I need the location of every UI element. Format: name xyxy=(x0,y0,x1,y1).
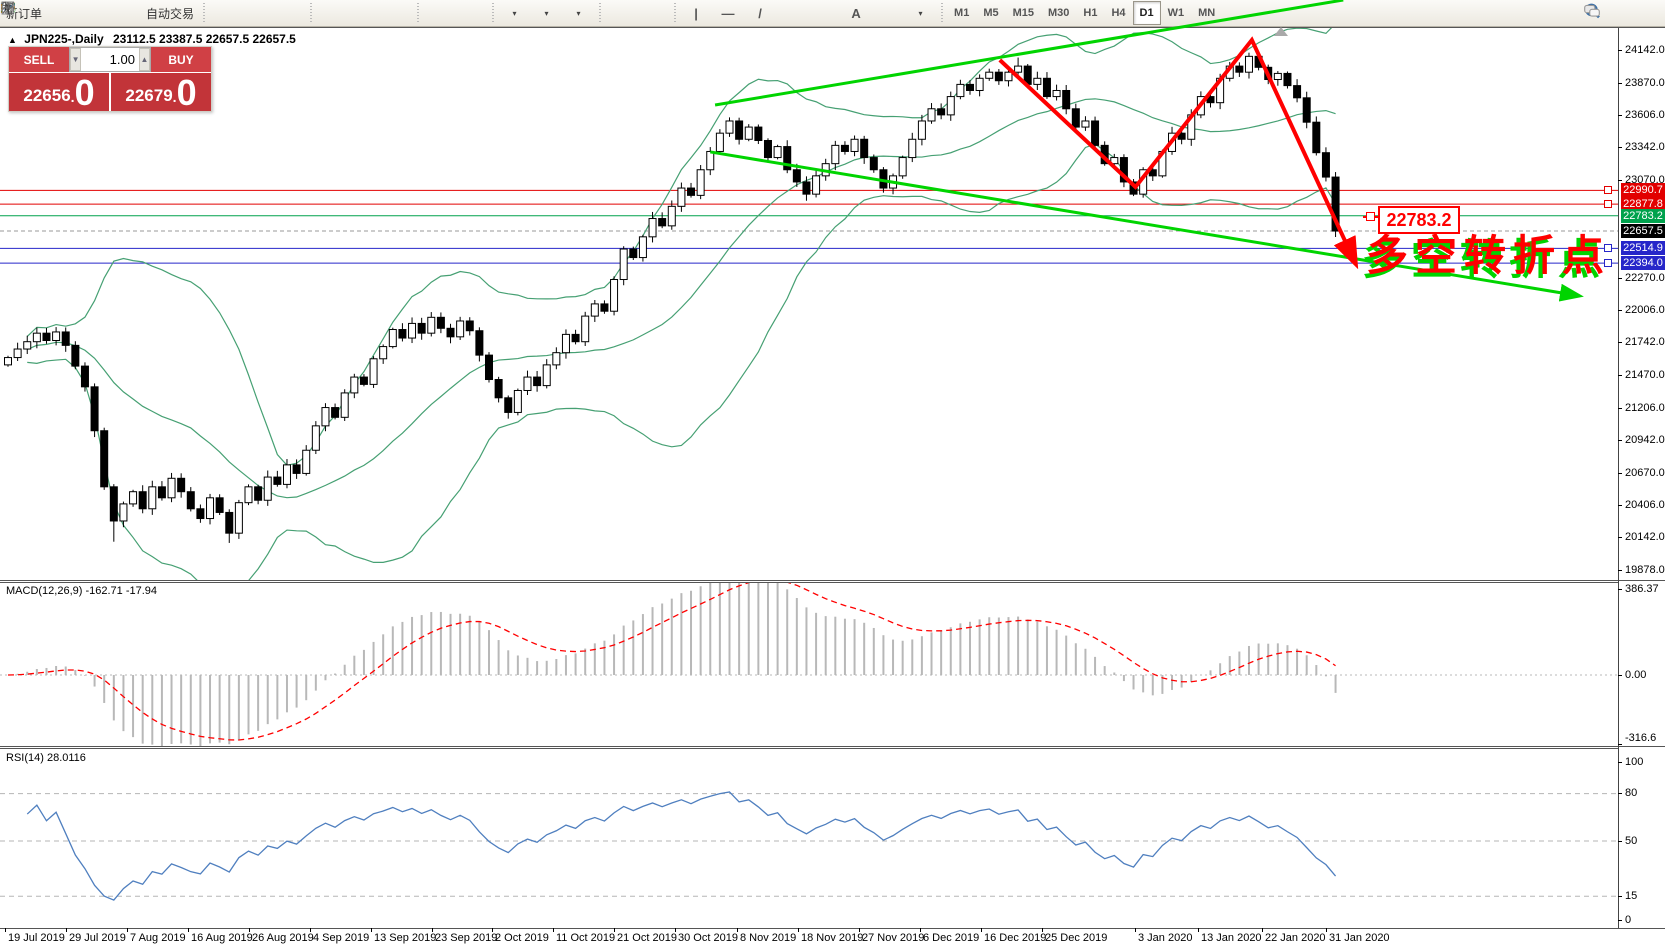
volume-stepper: ▼ ▲ xyxy=(69,47,151,72)
auto-trading-button-label: 自动交易 xyxy=(146,6,195,21)
shapes-icon xyxy=(1,1,15,14)
label-t-icon: T xyxy=(1,2,15,14)
toolbar-separator xyxy=(938,3,946,23)
timeframe-button-h4[interactable]: H4 xyxy=(1111,7,1126,19)
sell-price-display[interactable]: 22656 . 0 xyxy=(9,73,109,111)
volume-input[interactable] xyxy=(81,48,139,71)
timeframe-button-d1[interactable]: D1 xyxy=(1132,1,1161,25)
chart-symbol-header: ▲ JPN225-,Daily 23112.5 23387.5 22657.5 … xyxy=(8,32,296,46)
pane-borders xyxy=(0,27,1665,929)
toolbar-separator xyxy=(200,3,208,23)
timeframe-button-mn[interactable]: MN xyxy=(1198,7,1216,19)
svg-text:T: T xyxy=(6,4,12,14)
collapse-triangle-icon[interactable]: ▲ xyxy=(8,35,17,45)
crosshair-button[interactable] xyxy=(2,1,669,25)
macd-indicator xyxy=(0,583,1618,746)
text-button[interactable]: A xyxy=(840,1,872,25)
dropdown-caret-icon: ▾ xyxy=(918,8,923,18)
auto-trading-button[interactable]: 自动交易 xyxy=(1,1,198,25)
indicators-button[interactable]: ▾ xyxy=(0,1,530,25)
timeframe-button-h1[interactable]: H1 xyxy=(1083,7,1098,19)
dropdown-caret-icon: ▾ xyxy=(544,8,549,18)
rsi-indicator-label: RSI(14) 28.0116 xyxy=(6,752,86,764)
svg-text:E: E xyxy=(10,10,14,16)
vertical-line-button-icon: | xyxy=(694,5,698,21)
trendline-button-icon: / xyxy=(758,5,762,21)
one-click-trade-panel: SELL ▼ ▲ BUY 22656 . 0 22679 . 0 xyxy=(8,46,212,112)
dropdown-caret-icon: ▾ xyxy=(512,8,517,18)
fibonacci-button[interactable]: F xyxy=(2,1,840,25)
macd-indicator-label: MACD(12,26,9) -162.71 -17.94 xyxy=(6,585,158,597)
rsi-indicator xyxy=(0,791,1618,901)
line-chart-button[interactable] xyxy=(0,1,305,25)
trendline-button[interactable]: / xyxy=(744,1,776,25)
timeframe-button-m30[interactable]: M30 xyxy=(1048,7,1070,19)
buy-price-display[interactable]: 22679 . 0 xyxy=(111,73,211,111)
chat-button[interactable] xyxy=(1584,2,1657,26)
sell-button[interactable]: SELL xyxy=(9,47,69,72)
channel-button[interactable]: E xyxy=(1,1,808,25)
chart-end-marker-icon xyxy=(1274,27,1288,36)
toolbar-separator xyxy=(307,3,315,23)
symbol-period-label: JPN225-,Daily xyxy=(24,32,104,46)
market-window-button[interactable] xyxy=(1,1,110,25)
templates-button[interactable]: ▾ xyxy=(2,1,594,25)
text-label-button[interactable]: T xyxy=(1,1,904,25)
price-callout-anchor[interactable] xyxy=(1366,212,1375,221)
buy-button[interactable]: BUY xyxy=(151,47,211,72)
timeframe-button-m15[interactable]: M15 xyxy=(1012,7,1034,19)
chart-shift-button[interactable] xyxy=(3,1,455,25)
chat-icon xyxy=(1584,4,1600,17)
turning-point-annotation[interactable]: 多空转折点 xyxy=(1366,232,1612,279)
ohlc-values: 23112.5 23387.5 22657.5 22657.5 xyxy=(113,32,296,46)
periods-button[interactable]: ▾ xyxy=(1,1,562,25)
toolbar-separator xyxy=(489,3,497,23)
toolbar-right-utilities xyxy=(1583,2,1657,26)
bar-chart-button[interactable] xyxy=(1,1,241,25)
horizontal-line-button-icon: — xyxy=(721,5,735,21)
tile-windows-button[interactable] xyxy=(2,1,412,25)
vertical-line-button[interactable]: | xyxy=(680,1,712,25)
zoom-in-button[interactable] xyxy=(2,1,348,25)
main-toolbar: 新订单 自动交易 ▾ ▾ ▾ | — / E F A T ▾ M1 M5 M15 M30 H1 H4 D1 W1 MN xyxy=(0,0,1665,27)
toolbar-separator xyxy=(414,3,422,23)
signal-button[interactable] xyxy=(2,1,142,25)
toolbar-separator xyxy=(596,3,604,23)
timeframe-button-m1[interactable]: M1 xyxy=(954,7,970,19)
candle-chart-button[interactable] xyxy=(3,1,273,25)
text-button-icon: A xyxy=(851,5,861,21)
dropdown-caret-icon: ▾ xyxy=(576,8,581,18)
timeframe-button-m5[interactable]: M5 xyxy=(983,7,999,19)
shapes-button[interactable]: ▾ xyxy=(1,1,936,25)
volume-decrease-button[interactable]: ▼ xyxy=(70,48,82,71)
horizontal-line-button[interactable]: — xyxy=(712,1,744,25)
auto-scroll-button[interactable] xyxy=(2,1,487,25)
toolbar-separator xyxy=(671,3,679,23)
zoom-out-button[interactable] xyxy=(2,1,380,25)
timeframe-button-w1[interactable]: W1 xyxy=(1167,7,1185,19)
volume-increase-button[interactable]: ▲ xyxy=(138,48,151,71)
cursor-button[interactable] xyxy=(4,1,637,25)
candlesticks xyxy=(4,52,1340,543)
filter-button[interactable] xyxy=(0,1,78,25)
